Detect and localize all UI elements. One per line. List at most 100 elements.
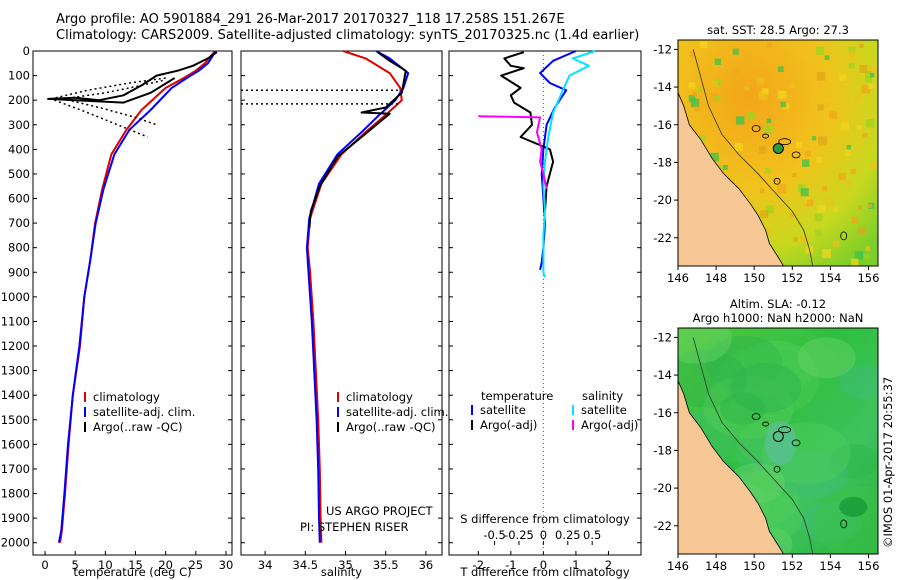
sst_map-field-patch [732, 48, 739, 55]
sst_map-field-patch [777, 66, 784, 73]
sst_map-field-patch [789, 82, 795, 89]
sla_map-field-patch [720, 392, 766, 425]
sst_map-field-patch [758, 124, 763, 129]
sst_map-field-patch [857, 205, 862, 210]
temperature-ytick-label: 900 [8, 265, 30, 279]
sst_map-field-patch [851, 217, 859, 224]
difference-xtick-label: 0 [540, 558, 547, 572]
sst_map-field-patch [806, 199, 814, 207]
temperature-line-satellite-adj-clim- [57, 50, 217, 543]
temperature-panel: 0100200300400500600700800900100011001200… [1, 44, 234, 579]
sst_map-xtick-label: 154 [819, 271, 841, 285]
sla_map-field-patch [736, 340, 815, 395]
sst_map-reef-outline [762, 133, 770, 139]
sst_map-field-patch [688, 95, 696, 102]
sla_map-field-patch [842, 530, 878, 554]
sla_map-xtick-label: 156 [857, 559, 879, 573]
temperature-legend-label: Argo(..raw -QC) [93, 420, 183, 434]
temperature-xtick-label: 5 [72, 558, 79, 572]
difference-top-xtick-label: 0.25 [555, 528, 581, 542]
sst_map-field-patch [780, 169, 785, 175]
sst_map-field-patch [711, 80, 718, 87]
difference-line-s-argo-adj- [478, 115, 548, 189]
sst_map-field-patch [868, 66, 878, 75]
chart-title-line2: Climatology: CARS2009. Satellite-adjuste… [56, 28, 640, 43]
sst_map-field-patch [865, 70, 873, 78]
difference-xtick-label: 1 [572, 558, 579, 572]
sla_map-ytick-label: -18 [653, 443, 672, 457]
temperature-legend-label: climatology [93, 390, 160, 404]
sst_map-field-patch [700, 40, 708, 48]
temperature-ytick-label: 600 [8, 192, 30, 206]
sla_map-field-patch [779, 450, 849, 499]
difference-top-xtick-label: 0.5 [583, 528, 601, 542]
imos-timestamp-label: ©IMOS 01-Apr-2017 20:55:37 [881, 377, 895, 548]
sst_map-field-patch [845, 181, 852, 187]
salinity-legend-label: Argo(..raw -QC) [346, 420, 436, 434]
sst_map-panel: sat. SST: 28.5 Argo: 27.3 146 148 150 152 154… [653, 23, 879, 285]
sst_map-field-patch [793, 237, 798, 242]
sst_map-field-patch [865, 76, 872, 83]
temperature-xtick-label: 30 [219, 558, 234, 572]
sst_map-field-patch [854, 251, 863, 260]
sst_map-field-patch [848, 62, 855, 69]
sla_map-title-1: Altim. SLA: -0.12 [730, 297, 826, 311]
sst_map-field-patch [861, 84, 870, 94]
sst_map-field-patch [851, 258, 859, 266]
sst_map-title-1: sat. SST: 28.5 Argo: 27.3 [707, 23, 849, 37]
sst_map-field-patch [833, 207, 838, 212]
temperature-ytick-label: 1800 [1, 487, 30, 501]
temperature-xtick-label: 10 [98, 558, 113, 572]
sst_map-field-patch [802, 55, 811, 63]
sst_map-field-patch [814, 213, 823, 222]
sla_map-field-patch [797, 337, 856, 379]
sla_map-ytick-label: -22 [653, 519, 672, 533]
salinity-line-argo-raw-qc- [308, 51, 407, 229]
difference-legend-label: satellite [581, 403, 627, 417]
sst_map-shelf-contour [692, 49, 814, 266]
temperature-ytick-label: 1500 [1, 413, 30, 427]
sst_map-field-patch [735, 116, 745, 125]
sst_map-map-area [678, 40, 878, 266]
sst_map-ytick-label: -18 [653, 155, 672, 169]
sst_map-field-patch [822, 248, 832, 258]
sst_map-field-patch [767, 229, 773, 235]
sla_map-xtick-label: 152 [781, 559, 803, 573]
sst_map-field-patch [839, 73, 847, 81]
temperature-ytick-label: 1900 [1, 511, 30, 525]
difference-xtick-label: 2 [605, 558, 612, 572]
sst_map-field-patch [846, 144, 852, 150]
sla_map-title-2: Argo h1000: NaN h2000: NaN [693, 311, 864, 325]
sst_map-field-patch [848, 46, 856, 54]
sla_map-field-patch [829, 444, 878, 479]
sst_map-field-patch [758, 145, 767, 154]
sla_map-reef-outline [778, 426, 792, 434]
sst_map-reef-outline [791, 151, 801, 159]
sla_map-reef-outline [840, 519, 848, 529]
sst_map-field-patch [832, 240, 840, 248]
temperature-ytick-label: 0 [23, 44, 30, 58]
sst_map-field-patch [824, 55, 830, 60]
sst_map-xtick-label: 146 [667, 271, 689, 285]
sst_map-xtick-label: 150 [743, 271, 765, 285]
difference-xtick-label: -2 [473, 558, 484, 572]
sst_map-field-patch [698, 87, 703, 92]
sla_map-field-patch [703, 375, 794, 439]
sst_map-field-patch [824, 102, 830, 108]
sla_map-field-patch [730, 362, 802, 413]
salinity-xtick-label: 35 [338, 558, 353, 572]
sst_map-field-patch [815, 229, 822, 237]
sst_map-field-patch [722, 164, 728, 171]
sst_map-field-patch [847, 51, 857, 60]
difference-xtick-label: -1 [505, 558, 516, 572]
difference-legend-header-temperature: temperature [481, 389, 553, 403]
temperature-ytick-label: 800 [8, 241, 30, 255]
sst_map-reef-outline [778, 138, 792, 146]
temperature-ytick-label: 1100 [1, 314, 30, 328]
sst_map-field-patch [801, 159, 810, 167]
sst_map-field-patch [816, 72, 826, 81]
sst_map-field-patch [865, 246, 871, 251]
sst_map-ytick-label: -16 [653, 118, 672, 132]
